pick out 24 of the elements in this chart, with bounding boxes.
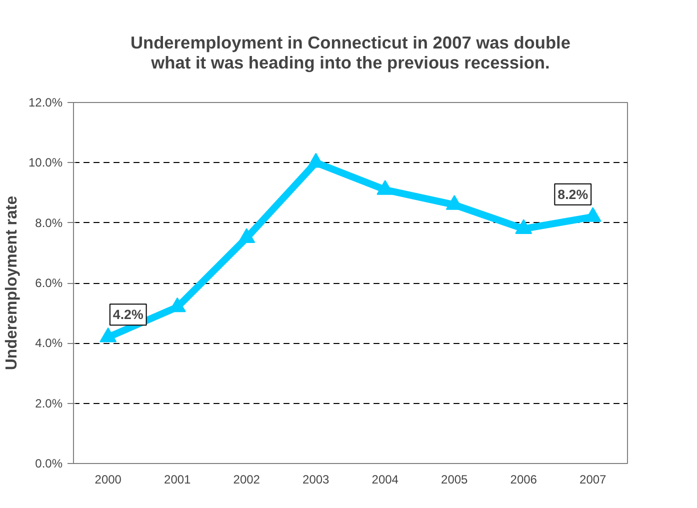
x-tick-label: 2001 — [164, 472, 192, 486]
y-tick-label: 6.0% — [35, 276, 63, 290]
y-tick-label: 8.0% — [35, 216, 63, 230]
y-tick-label: 4.0% — [35, 336, 63, 350]
point — [376, 180, 394, 195]
y-tick-label: 10.0% — [28, 156, 63, 170]
y-tick-label: 2.0% — [35, 396, 63, 410]
point — [238, 228, 256, 243]
y-tick-label: 12.0% — [28, 96, 63, 110]
x-tick-label: 2000 — [94, 472, 122, 486]
chart-title: Underemployment in Connecticut in 2007 was double what it was heading into the previous recession. — [130, 32, 571, 72]
point — [515, 219, 532, 234]
x-tick-label: 2005 — [441, 472, 468, 486]
x-tick-label: 2003 — [302, 472, 330, 486]
data-label: 4.2% — [112, 307, 144, 322]
point — [100, 327, 117, 342]
x-tick-label: 2007 — [580, 472, 607, 486]
x-tick-label: 2002 — [233, 472, 260, 486]
data-label: 8.2% — [558, 186, 588, 202]
x-tick-label: 2006 — [510, 472, 538, 486]
x-tick-label: 2004 — [372, 472, 399, 486]
point — [584, 207, 602, 222]
y-axis-title: Underemployment rate — [3, 196, 20, 370]
y-tick-label: 0.0% — [35, 456, 63, 470]
